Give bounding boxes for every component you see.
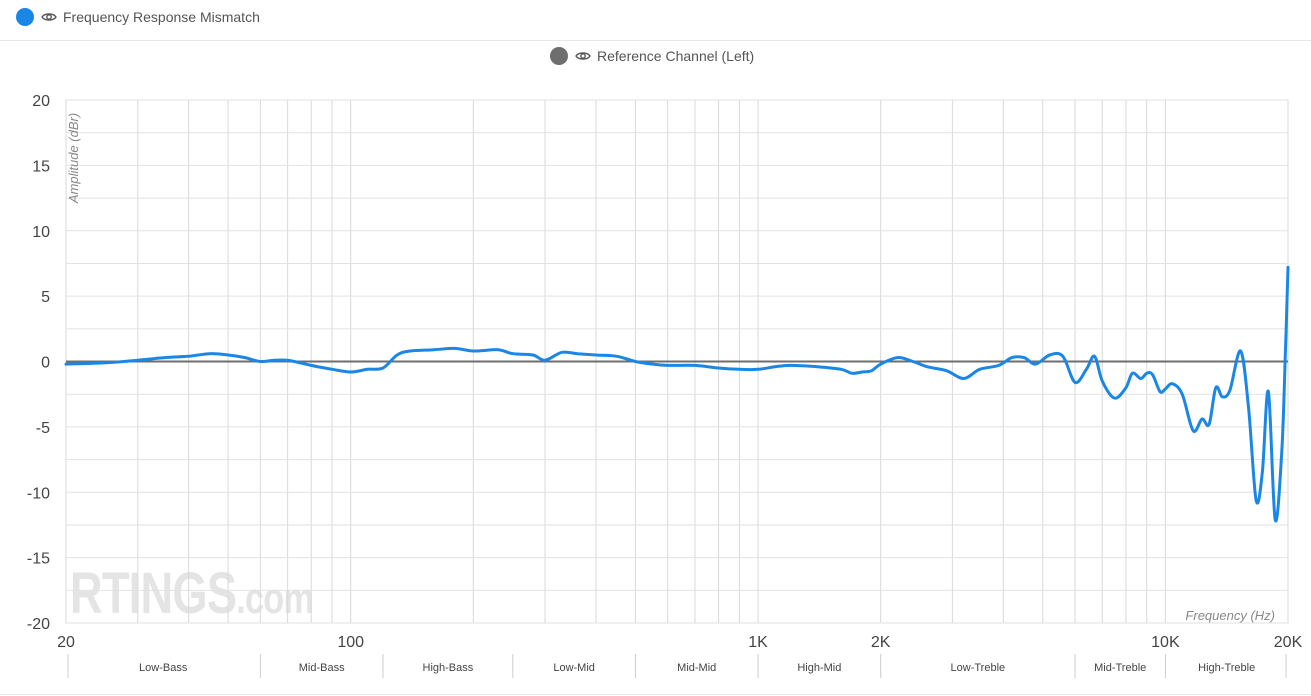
band-label: High-Bass: [423, 662, 474, 674]
y-tick-label: 15: [32, 158, 50, 175]
band-label: Low-Mid: [553, 662, 595, 674]
y-tick-label: 5: [41, 289, 50, 306]
bottom-divider: [0, 694, 1311, 695]
reference-legend-label: Reference Channel (Left): [597, 48, 755, 64]
x-axis-title: Frequency (Hz): [1185, 608, 1275, 623]
legend-bar: Frequency Response Mismatch: [0, 0, 1311, 41]
series-legend-label: Frequency Response Mismatch: [63, 9, 260, 25]
x-tick-label: 2K: [871, 634, 891, 651]
legend-item-reference[interactable]: Reference Channel (Left): [550, 47, 754, 65]
y-tick-label: -15: [27, 551, 50, 568]
eye-icon[interactable]: [575, 48, 591, 64]
y-tick-label: 10: [32, 224, 50, 241]
y-axis-title: Amplitude (dBr): [66, 113, 81, 204]
x-tick-label: 10K: [1151, 634, 1180, 651]
band-label: Low-Bass: [139, 662, 188, 674]
y-tick-label: 20: [32, 93, 50, 110]
eye-icon[interactable]: [41, 9, 57, 25]
y-tick-label: 0: [41, 355, 50, 372]
series-line-frequency-response-mismatch[interactable]: [64, 265, 1290, 523]
band-label: High-Mid: [797, 662, 841, 674]
band-label: High-Treble: [1198, 662, 1255, 674]
y-tick-label: -5: [36, 420, 50, 437]
y-tick-label: -20: [27, 616, 50, 633]
x-tick-label: 20K: [1274, 634, 1303, 651]
band-label: Low-Treble: [951, 662, 1006, 674]
x-tick-label: 20: [57, 634, 75, 651]
y-tick-label: -10: [27, 485, 50, 502]
reference-color-dot[interactable]: [550, 47, 568, 65]
band-label: Mid-Mid: [677, 662, 716, 674]
series-color-dot[interactable]: [16, 8, 34, 26]
x-tick-label: 100: [337, 634, 364, 651]
band-label: Mid-Treble: [1094, 662, 1146, 674]
x-tick-label: 1K: [748, 634, 768, 651]
legend-item-series[interactable]: Frequency Response Mismatch: [16, 8, 260, 26]
band-label: Mid-Bass: [299, 662, 345, 674]
